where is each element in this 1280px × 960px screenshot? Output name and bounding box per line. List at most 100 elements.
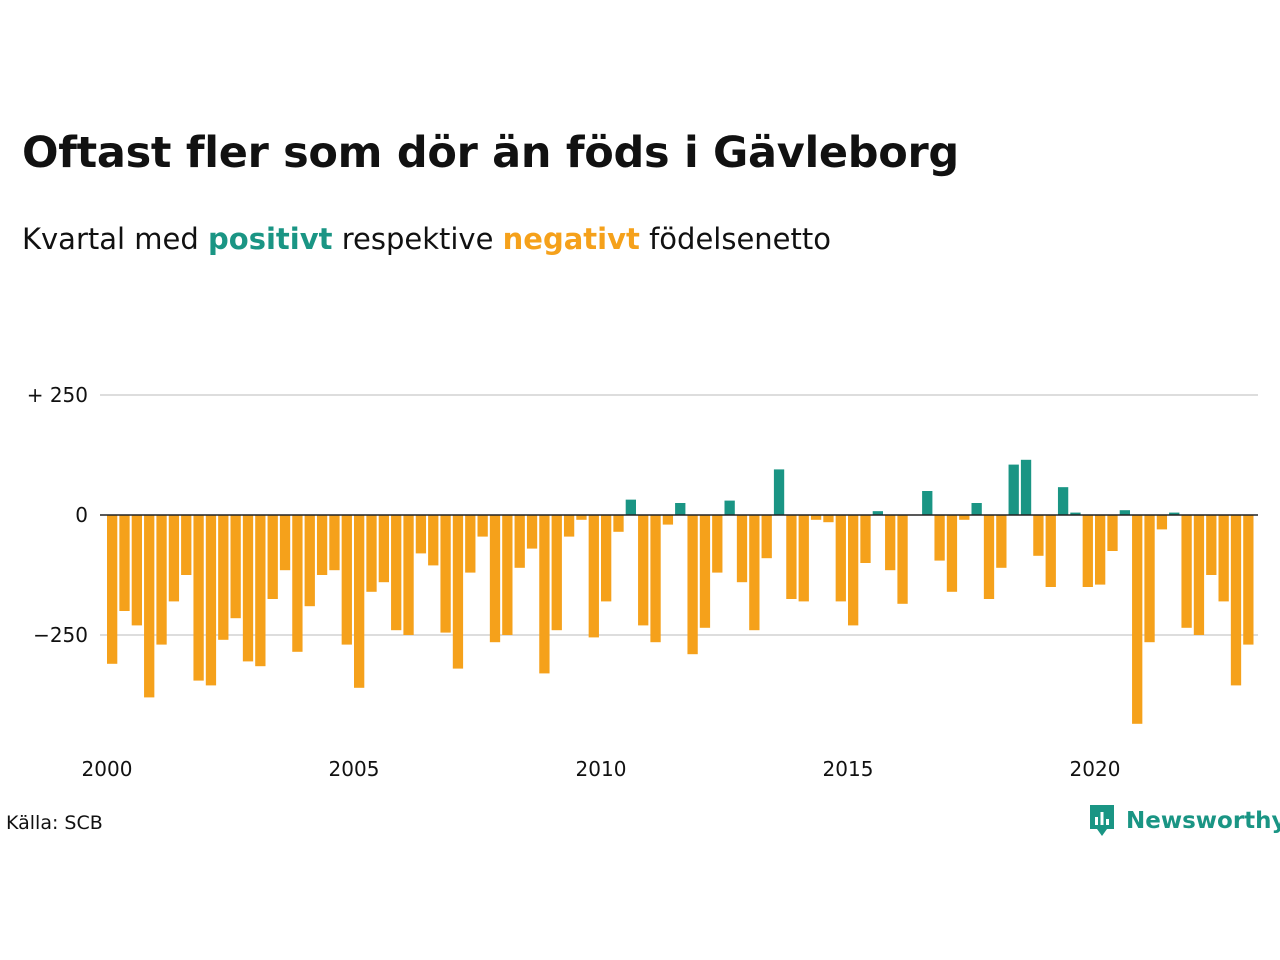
bar xyxy=(366,515,377,592)
bar xyxy=(1107,515,1118,551)
bar xyxy=(551,515,562,631)
y-tick-label: −250 xyxy=(33,623,88,647)
bar xyxy=(477,515,488,537)
bar xyxy=(119,515,130,611)
bar xyxy=(378,515,389,583)
bar xyxy=(1243,515,1254,645)
bar xyxy=(563,515,575,537)
x-axis-labels: 2000 2005 2010 2015 2020 xyxy=(82,757,1121,781)
bar xyxy=(860,515,871,563)
bar xyxy=(885,515,896,571)
bar xyxy=(1144,515,1155,643)
bar xyxy=(786,515,797,599)
bar xyxy=(304,515,315,607)
bar xyxy=(576,515,587,520)
bar xyxy=(1070,512,1081,515)
subtitle-text-middle: respektive xyxy=(341,222,494,256)
bar xyxy=(872,511,883,515)
bar xyxy=(415,515,427,554)
brand-logo: Newsworthy xyxy=(1088,803,1280,839)
bar xyxy=(835,515,846,602)
bar xyxy=(131,515,142,626)
bar xyxy=(354,515,365,688)
bar xyxy=(922,491,933,515)
bar xyxy=(773,469,785,515)
x-tick-label: 2020 xyxy=(1070,757,1121,781)
bar xyxy=(1206,515,1217,575)
y-tick-label: + 250 xyxy=(27,383,88,407)
bar xyxy=(971,503,982,515)
source-note: Källa: SCB xyxy=(6,812,103,834)
bar xyxy=(1230,515,1242,686)
bar xyxy=(1033,515,1044,556)
chart-subtitle: Kvartal med positivt respektive negativt… xyxy=(22,222,831,256)
bar xyxy=(391,515,402,631)
bar xyxy=(526,515,538,549)
bar xyxy=(242,515,254,662)
bar xyxy=(1169,512,1180,515)
x-tick-label: 2005 xyxy=(329,757,380,781)
bar xyxy=(959,515,970,520)
bar xyxy=(539,515,550,674)
bar xyxy=(1045,515,1056,587)
bar xyxy=(638,515,649,626)
bar xyxy=(601,515,612,602)
y-tick-label: 0 xyxy=(75,503,88,527)
bar xyxy=(1181,515,1192,628)
bar xyxy=(724,500,735,515)
bar xyxy=(279,515,291,571)
bar xyxy=(588,515,599,638)
bar xyxy=(1020,459,1032,515)
bar xyxy=(230,515,241,619)
subtitle-text-start: Kvartal med xyxy=(22,222,199,256)
subtitle-positive-word: positivt xyxy=(208,222,333,256)
bar xyxy=(662,515,674,525)
bar xyxy=(736,515,748,583)
bar xyxy=(613,515,624,532)
bar xyxy=(1057,487,1069,515)
x-tick-label: 2000 xyxy=(82,757,133,781)
bar xyxy=(1008,464,1019,515)
bar xyxy=(996,515,1007,568)
bar xyxy=(440,515,451,633)
subtitle-text-end: födelsenetto xyxy=(649,222,831,256)
bar xyxy=(193,515,204,681)
bar xyxy=(761,515,772,559)
bar xyxy=(749,515,760,631)
bar xyxy=(1218,515,1229,602)
bar xyxy=(1095,515,1106,585)
bar xyxy=(255,515,266,667)
y-axis-labels: + 250 0 −250 xyxy=(27,383,88,647)
bar xyxy=(205,515,217,686)
bar xyxy=(156,515,167,645)
bar xyxy=(489,515,501,643)
bar xyxy=(675,503,686,515)
bar xyxy=(452,515,464,669)
bar xyxy=(168,515,180,602)
bar xyxy=(798,515,809,602)
bar xyxy=(107,515,118,664)
bar xyxy=(1193,515,1205,635)
bar xyxy=(1119,510,1130,515)
bar xyxy=(1082,515,1093,587)
bar xyxy=(292,515,303,652)
x-tick-label: 2010 xyxy=(576,757,627,781)
bar xyxy=(897,515,908,604)
bar xyxy=(823,515,834,523)
newsworthy-logo-icon xyxy=(1090,805,1114,836)
bar xyxy=(341,515,352,645)
bar xyxy=(267,515,278,599)
bar-chart: + 250 0 −250 2000 2005 2010 2015 2020 xyxy=(27,383,1258,781)
bar xyxy=(712,515,723,573)
bar xyxy=(514,515,525,568)
bar xyxy=(181,515,192,575)
bars xyxy=(107,459,1254,724)
bar xyxy=(329,515,340,571)
x-tick-label: 2015 xyxy=(823,757,874,781)
chart-title: Oftast fler som dör än föds i Gävleborg xyxy=(22,128,959,178)
bar xyxy=(218,515,229,640)
bar xyxy=(810,515,822,520)
bar xyxy=(144,515,155,698)
bar xyxy=(1156,515,1168,530)
bar xyxy=(983,515,995,599)
